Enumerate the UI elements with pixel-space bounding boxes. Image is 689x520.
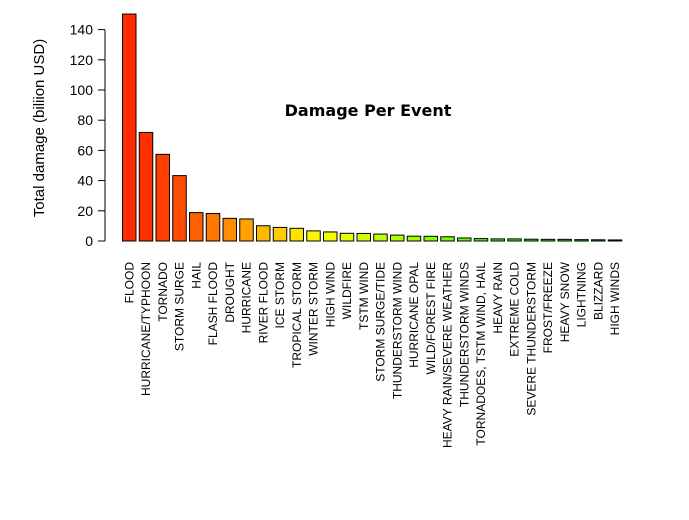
x-tick-label: HIGH WINDS bbox=[608, 262, 622, 335]
bar bbox=[339, 232, 355, 242]
bar bbox=[490, 238, 505, 242]
bar bbox=[406, 235, 422, 242]
x-tick-label: HURRICANE bbox=[240, 262, 254, 333]
x-tick-label: WILD/FOREST FIRE bbox=[424, 262, 438, 374]
y-tick-label: 0 bbox=[85, 233, 93, 249]
x-tick-label: WILDFIRE bbox=[340, 262, 354, 319]
x-tick-label: TSTM WIND bbox=[357, 262, 371, 330]
y-tick-label: 140 bbox=[70, 22, 94, 38]
bar bbox=[373, 233, 388, 242]
bar bbox=[306, 230, 321, 242]
bar bbox=[189, 212, 204, 242]
y-axis-label: Total damage (biliion USD) bbox=[31, 39, 48, 217]
x-tick-label: HURRICANE OPAL bbox=[407, 262, 421, 368]
bar bbox=[205, 213, 221, 242]
bar bbox=[356, 232, 371, 242]
bar bbox=[390, 234, 405, 242]
bar bbox=[557, 238, 572, 242]
y-tick-label: 60 bbox=[77, 142, 93, 158]
x-axis-labels: FLOOD HURRICANE/TYPHOON TORNADO STORM SURGE… bbox=[122, 261, 622, 448]
x-tick-label: TROPICAL STORM bbox=[290, 262, 304, 368]
x-tick-label: DROUGHT bbox=[223, 261, 237, 322]
x-tick-label: HEAVY RAIN/SEVERE WEATHER bbox=[441, 262, 455, 448]
bar bbox=[122, 13, 137, 242]
x-tick-label: HEAVY SNOW bbox=[558, 261, 572, 342]
bar bbox=[423, 235, 438, 242]
y-axis: 0 20 40 60 80 100 120 140 bbox=[70, 22, 106, 249]
bars bbox=[122, 13, 623, 242]
bar bbox=[607, 239, 623, 242]
x-tick-label: HAIL bbox=[189, 262, 203, 289]
bar bbox=[591, 239, 606, 242]
bar bbox=[440, 236, 455, 242]
chart-title: Damage Per Event bbox=[285, 101, 452, 120]
x-tick-label: HIGH WIND bbox=[323, 262, 337, 328]
x-tick-label: STORM SURGE/TIDE bbox=[374, 262, 388, 382]
bar bbox=[507, 238, 522, 242]
x-tick-label: HEAVY RAIN bbox=[491, 262, 505, 334]
x-tick-label: FLASH FLOOD bbox=[206, 262, 220, 346]
y-tick-label: 20 bbox=[77, 203, 93, 219]
x-tick-label: TORNADO bbox=[156, 262, 170, 322]
x-tick-label: THUNDERSTORM WINDS bbox=[457, 262, 471, 407]
bar bbox=[272, 226, 288, 242]
x-tick-label: RIVER FLOOD bbox=[256, 262, 270, 344]
x-tick-label: WINTER STORM bbox=[307, 262, 321, 356]
y-tick-label: 120 bbox=[70, 52, 94, 68]
x-tick-label: ICE STORM bbox=[273, 262, 287, 328]
x-tick-label: EXTREME COLD bbox=[508, 262, 522, 357]
bar bbox=[457, 237, 472, 242]
x-tick-label: SEVERE THUNDERSTORM bbox=[524, 262, 538, 416]
y-tick-label: 80 bbox=[77, 112, 93, 128]
bar bbox=[256, 225, 271, 242]
x-tick-label: FROST/FREEZE bbox=[541, 262, 555, 353]
bar bbox=[574, 239, 589, 242]
bar bbox=[222, 217, 237, 242]
y-tick-label: 40 bbox=[77, 173, 93, 189]
x-tick-label: TORNADOES, TSTM WIND, HAIL bbox=[474, 262, 488, 446]
x-tick-label: FLOOD bbox=[122, 262, 136, 304]
bar bbox=[138, 131, 154, 242]
bar bbox=[172, 175, 187, 242]
x-tick-label: LIGHTNING bbox=[575, 262, 589, 327]
x-tick-label: STORM SURGE bbox=[173, 262, 187, 351]
bar bbox=[540, 238, 556, 242]
bar bbox=[473, 238, 489, 242]
x-tick-label: THUNDERSTORM WIND bbox=[390, 262, 404, 399]
bar bbox=[289, 227, 304, 242]
x-tick-label: HURRICANE/TYPHOON bbox=[139, 262, 153, 396]
x-tick-label: BLIZZARD bbox=[591, 262, 605, 320]
bar bbox=[239, 218, 254, 242]
y-tick-label: 100 bbox=[70, 82, 94, 98]
bar bbox=[323, 231, 338, 242]
bar bbox=[524, 238, 539, 242]
bar bbox=[155, 153, 170, 242]
